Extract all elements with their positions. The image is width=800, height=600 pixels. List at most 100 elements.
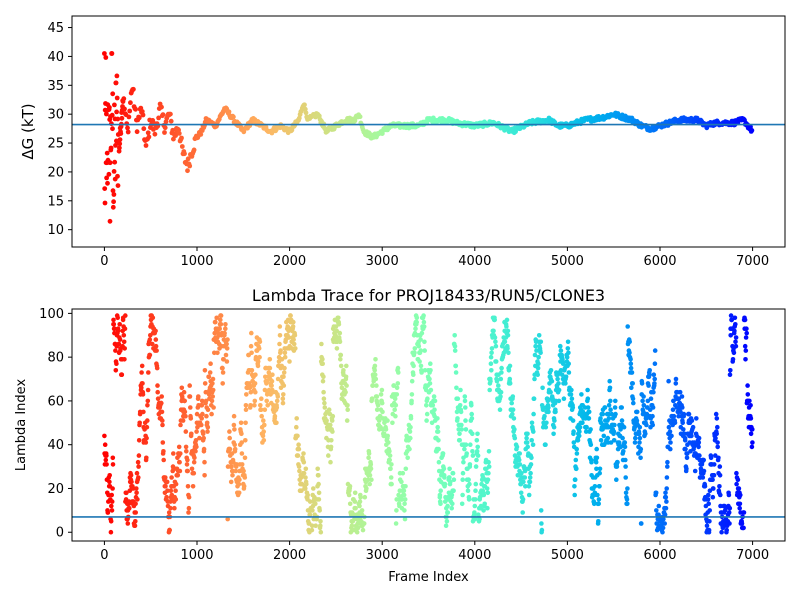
lambda-point [378, 392, 384, 397]
lambda-point [182, 409, 188, 415]
lambda-point [110, 462, 116, 467]
lambda-point [277, 333, 283, 338]
y-tick-label: 40 [47, 438, 64, 453]
lambda-point [345, 403, 350, 408]
lambda-point [622, 444, 628, 450]
lambda-point [374, 383, 379, 388]
lambda-point [163, 484, 168, 489]
lambda-point [556, 387, 562, 393]
lambda-point [275, 394, 281, 399]
lambda-x-axis-label: Frame Index [388, 570, 469, 585]
lambda-point [627, 350, 632, 356]
lambda-point [183, 444, 189, 450]
lambda-point [463, 427, 469, 432]
lambda-point [264, 398, 270, 404]
lambda-point [536, 354, 541, 360]
lambda-point [373, 376, 379, 382]
lambda-point [520, 510, 525, 515]
lambda-point [489, 346, 495, 351]
lambda-point [337, 339, 343, 345]
free-energy-point [133, 106, 139, 112]
lambda-point [710, 494, 716, 500]
free-energy-point [226, 109, 232, 115]
lambda-point [466, 477, 471, 483]
lambda-point [535, 372, 540, 378]
lambda-point [102, 433, 107, 439]
lambda-point [689, 433, 694, 439]
lambda-point [294, 416, 300, 421]
lambda-point [662, 521, 667, 526]
lambda-point [702, 484, 708, 489]
y-tick-label: 25 [47, 137, 64, 152]
lambda-point [202, 368, 208, 373]
lambda-point [468, 442, 473, 448]
lambda-point [742, 317, 748, 323]
lambda-point [145, 418, 150, 423]
lambda-point [109, 499, 115, 504]
lambda-point [534, 348, 539, 353]
lambda-point [316, 473, 321, 478]
lambda-point [493, 359, 499, 364]
lambda-point [266, 387, 272, 393]
lambda-point [270, 372, 275, 378]
lambda-point [202, 381, 208, 386]
lambda-point [394, 392, 400, 397]
lambda-point [409, 378, 415, 384]
lambda-point [472, 503, 478, 509]
lambda-point [749, 444, 755, 450]
lambda-point [159, 394, 164, 399]
lambda-point [463, 442, 469, 448]
lambda-point [689, 418, 695, 423]
lambda-point [249, 368, 255, 373]
lambda-point [743, 335, 749, 340]
lambda-point [668, 440, 673, 445]
free-energy-point [110, 126, 115, 132]
lambda-point [505, 346, 510, 351]
lambda-point [510, 407, 516, 413]
lambda-point [628, 361, 634, 367]
lambda-point [139, 370, 144, 375]
lambda-point [173, 481, 179, 487]
lambda-point [470, 449, 475, 454]
lambda-point [395, 365, 401, 371]
lambda-point [548, 368, 554, 373]
lambda-point [291, 341, 297, 347]
lambda-point [234, 462, 239, 467]
lambda-point [448, 479, 453, 485]
lambda-point [242, 475, 248, 480]
lambda-point [403, 466, 409, 472]
lambda-point [294, 424, 299, 430]
lambda-point [493, 343, 499, 349]
free-energy-point [102, 200, 108, 206]
lambda-point [133, 501, 138, 507]
lambda-point [685, 451, 690, 456]
free-energy-point [179, 135, 184, 141]
lambda-point [569, 396, 575, 402]
lambda-point [543, 442, 548, 448]
lambda-point [208, 361, 213, 367]
x-tick-label: 6000 [643, 254, 676, 269]
lambda-point [611, 429, 617, 434]
lambda-point [559, 372, 565, 378]
lambda-point [542, 413, 547, 419]
lambda-point [625, 486, 630, 491]
lambda-point [629, 370, 635, 375]
lambda-point [177, 459, 182, 465]
lambda-point [538, 508, 544, 513]
lambda-point [337, 330, 343, 336]
free-energy-point [111, 169, 117, 174]
lambda-point [728, 368, 733, 373]
lambda-point [133, 519, 138, 524]
free-energy-point [115, 173, 120, 179]
lambda-point [225, 516, 230, 522]
lambda-point [572, 477, 578, 483]
lambda-point [185, 457, 190, 463]
lambda-point [613, 411, 618, 417]
lambda-point [694, 416, 699, 421]
lambda-point [201, 435, 206, 441]
lambda-point [218, 313, 224, 318]
lambda-point [301, 470, 307, 476]
lambda-point [269, 378, 275, 384]
lambda-point [622, 440, 628, 445]
lambda-point [544, 420, 549, 426]
